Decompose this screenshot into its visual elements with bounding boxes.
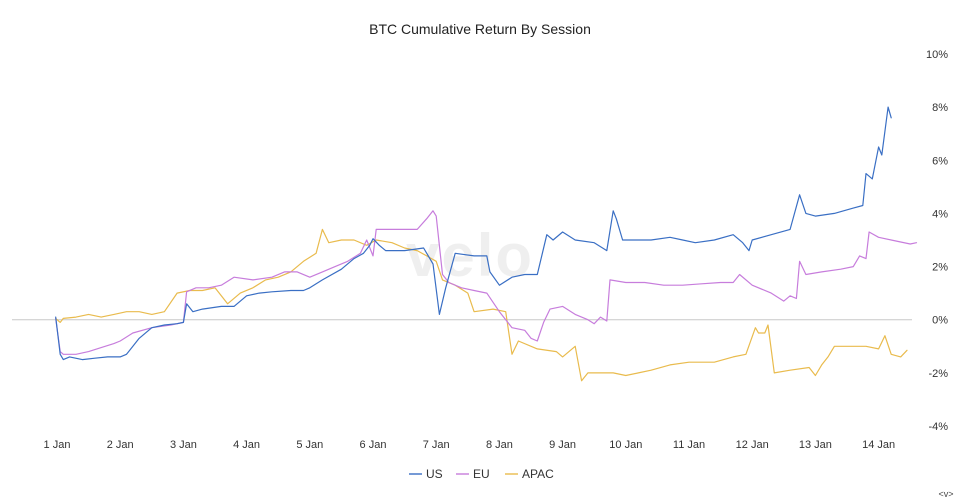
legend-label: US: [426, 467, 443, 481]
x-tick-label: 6 Jan: [360, 439, 387, 451]
legend-label: APAC: [522, 467, 554, 481]
y-tick-label: 8%: [932, 102, 948, 114]
x-tick-label: 11 Jan: [673, 439, 705, 451]
y-tick-label: -2%: [928, 368, 948, 380]
y-tick-label: -4%: [928, 421, 948, 433]
legend-label: EU: [473, 467, 490, 481]
y-axis: 10% 8% 6% 4% 2% 0% -2% -4%: [926, 49, 948, 433]
legend-item-eu[interactable]: EU: [456, 467, 490, 481]
x-tick-label: 10 Jan: [609, 439, 642, 451]
x-tick-label: 12 Jan: [736, 439, 769, 451]
y-tick-label: 2%: [932, 262, 948, 274]
series-line-apac: [55, 228, 908, 382]
legend-item-apac[interactable]: APAC: [505, 467, 554, 481]
x-tick-label: 9 Jan: [549, 439, 576, 451]
y-tick-label: 10%: [926, 49, 948, 61]
series-layer: [55, 106, 918, 382]
x-tick-label: 2 Jan: [107, 439, 134, 451]
x-tick-label: 5 Jan: [296, 439, 323, 451]
legend-item-us[interactable]: US: [409, 467, 443, 481]
series-line-eu: [55, 210, 918, 355]
x-tick-label: 7 Jan: [423, 439, 450, 451]
y-tick-label: 0%: [932, 315, 948, 327]
y-tick-label: 4%: [932, 208, 948, 220]
legend: US EU APAC: [409, 467, 554, 481]
x-tick-label: 4 Jan: [233, 439, 260, 451]
x-tick-label: 13 Jan: [799, 439, 832, 451]
x-tick-label: 8 Jan: [486, 439, 513, 451]
footer-collapse-toggle[interactable]: <v>: [938, 489, 953, 499]
chart-title: BTC Cumulative Return By Session: [369, 21, 591, 37]
x-tick-label: 14 Jan: [862, 439, 895, 451]
x-tick-label: 1 Jan: [44, 439, 71, 451]
x-axis: 1 Jan 2 Jan 3 Jan 4 Jan 5 Jan 6 Jan 7 Jan 8 Jan…: [44, 439, 896, 451]
y-tick-label: 6%: [932, 155, 948, 167]
x-tick-label: 3 Jan: [170, 439, 197, 451]
series-line-us: [55, 106, 892, 361]
